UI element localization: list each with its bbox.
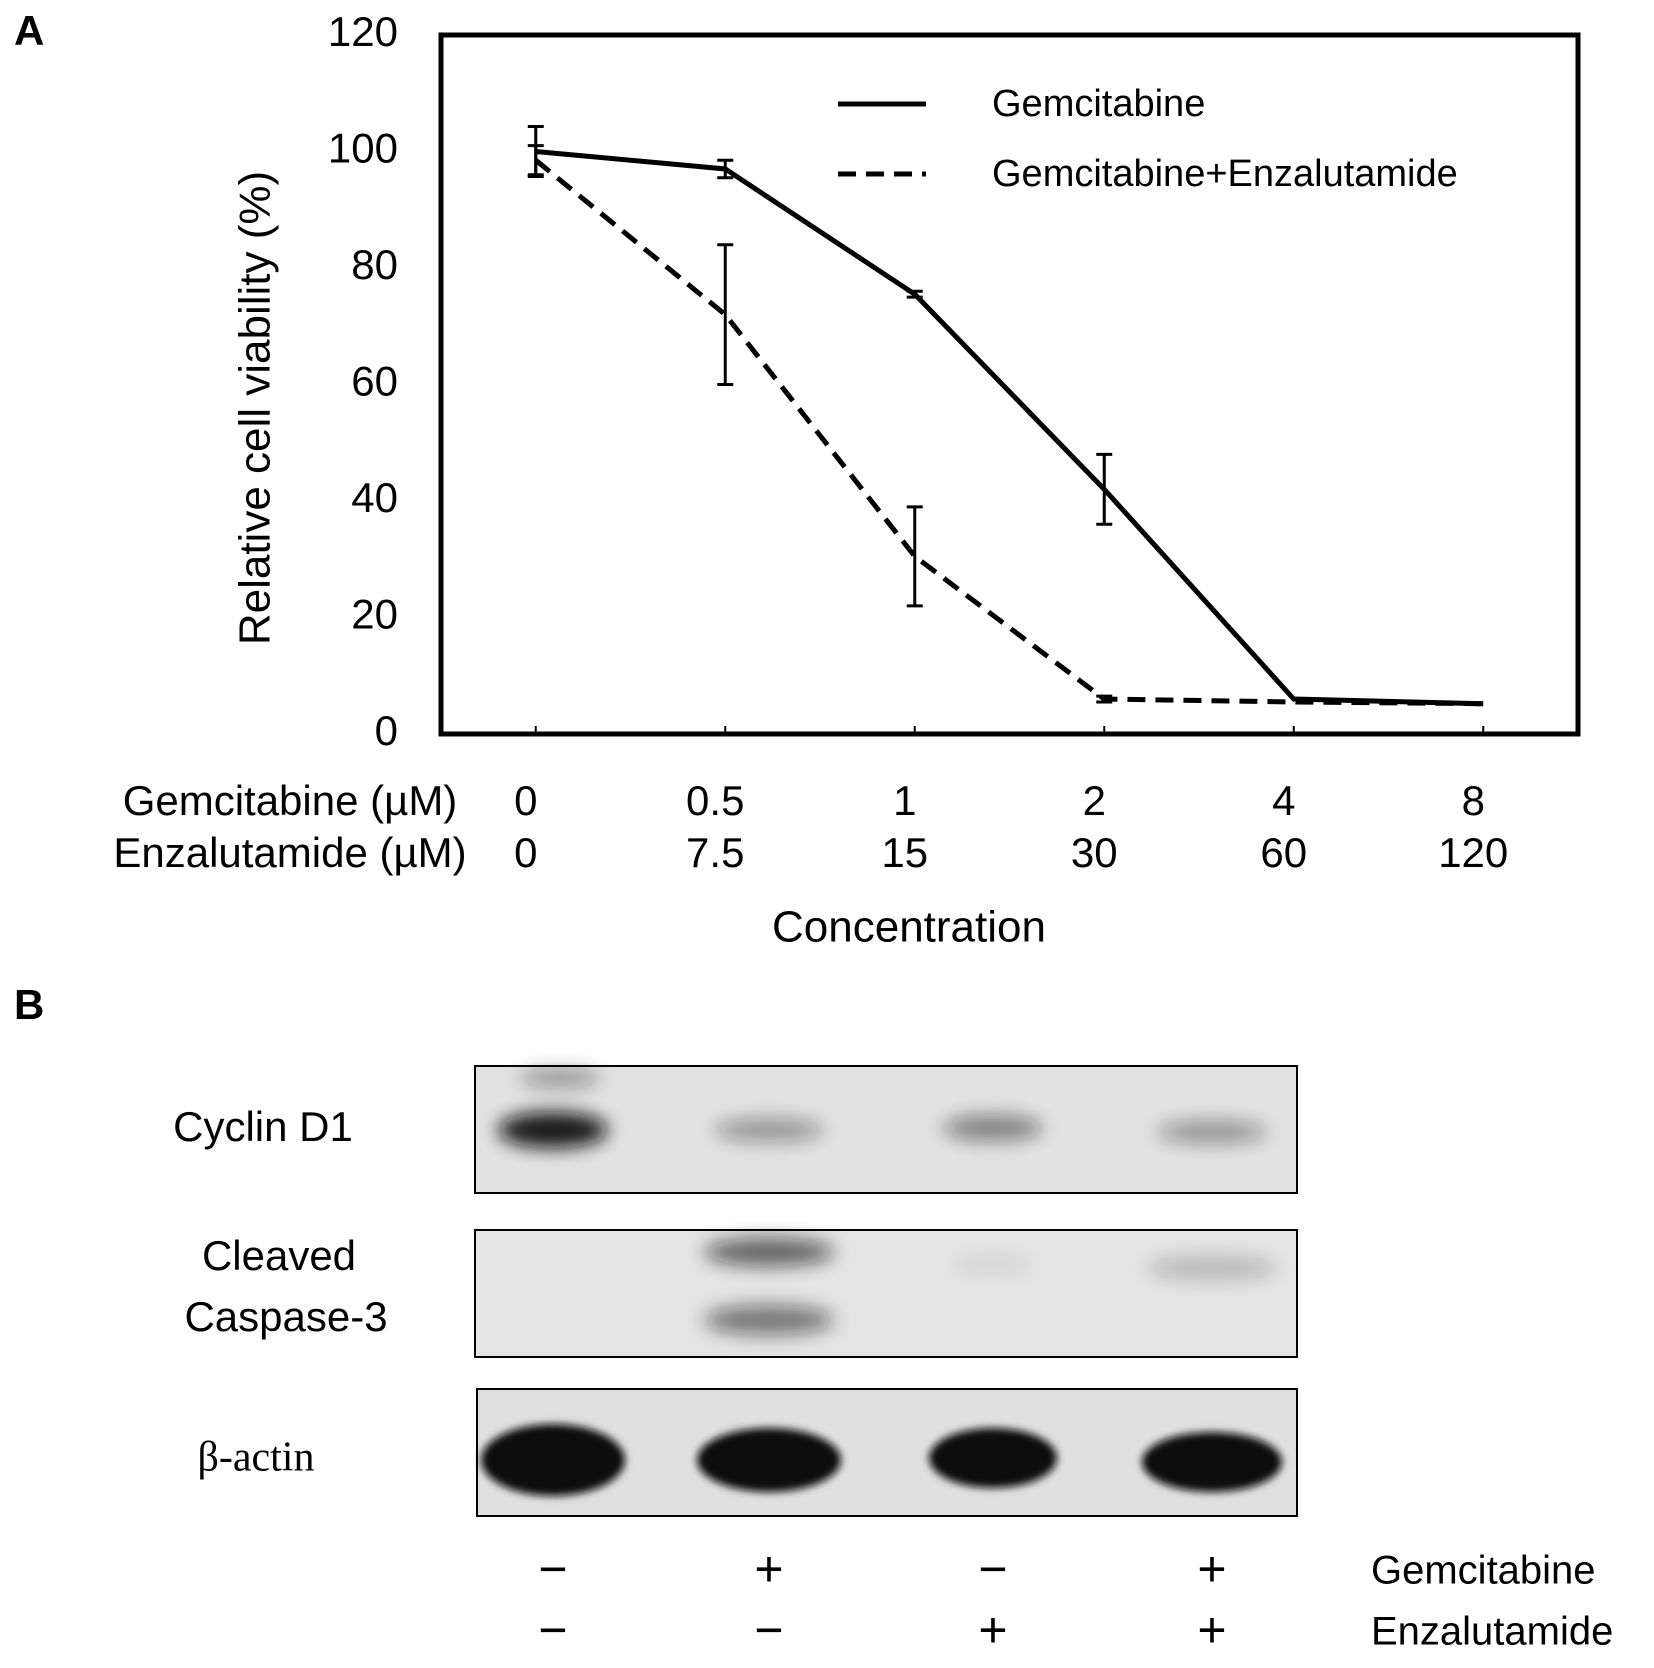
treatment-sign: −: [538, 1602, 567, 1658]
blot-background: [475, 1230, 1297, 1357]
x-tick-label: 0: [514, 777, 537, 824]
blot-band: [498, 1112, 608, 1148]
blot-row-label: Cleaved: [202, 1232, 356, 1279]
x-tick-label: 7.5: [686, 829, 744, 876]
error-bar: [1096, 694, 1113, 704]
blot-frame: [474, 1065, 1298, 1194]
error-bar: [906, 505, 923, 608]
blot-band: [1157, 1120, 1267, 1144]
y-tick-label: 0: [375, 707, 398, 754]
x-tick-label: 30: [1071, 829, 1118, 876]
treatment-name: Gemcitabine: [1371, 1549, 1596, 1593]
blot-band: [953, 1257, 1033, 1273]
y-tick-label: 120: [328, 8, 398, 55]
x-tick-label: 60: [1260, 829, 1307, 876]
error-bar: [906, 289, 923, 299]
blot-row-label: Caspase-3: [184, 1293, 387, 1340]
y-tick-label: 20: [351, 591, 398, 638]
panel-label: B: [14, 981, 44, 1028]
treatment-sign: +: [1197, 1602, 1226, 1658]
y-tick-label: 100: [328, 125, 398, 172]
x-row-label: Gemcitabine (µM): [123, 777, 458, 824]
plot-frame: [438, 32, 1581, 737]
blot-band: [929, 1428, 1057, 1488]
blot-band: [697, 1428, 841, 1492]
panel-label: A: [14, 7, 44, 54]
x-tick-label: 120: [1438, 829, 1508, 876]
blot-band: [704, 1305, 834, 1335]
series-line: [534, 158, 1484, 707]
blot-band: [520, 1068, 600, 1088]
blot-band: [704, 1238, 834, 1266]
error-bar: [527, 144, 544, 177]
blot-band: [481, 1424, 625, 1496]
treatment-sign: −: [538, 1541, 567, 1597]
x-tick-label: 1: [893, 777, 916, 824]
x-tick-label: 15: [881, 829, 928, 876]
blot-frame: [474, 1229, 1298, 1358]
blot-band: [714, 1118, 824, 1142]
x-row-label: Enzalutamide (µM): [113, 829, 466, 876]
blot-band: [943, 1115, 1043, 1141]
treatment-sign: +: [1197, 1541, 1226, 1597]
y-tick-label: 80: [351, 241, 398, 288]
blot-row-label: β-actin: [198, 1435, 315, 1481]
treatment-sign: −: [978, 1541, 1007, 1597]
series-line: [535, 149, 1484, 707]
blot-band: [1147, 1256, 1277, 1280]
x-tick-label: 4: [1272, 777, 1295, 824]
treatment-sign: +: [754, 1541, 783, 1597]
blot-band: [1142, 1432, 1282, 1492]
error-bar: [717, 243, 734, 386]
error-bar: [717, 158, 734, 180]
blot-frame: [476, 1388, 1298, 1517]
treatment-sign: +: [978, 1602, 1007, 1658]
legend-label: Gemcitabine+Enzalutamide: [992, 153, 1458, 195]
x-tick-label: 0: [514, 829, 537, 876]
y-axis-title: Relative cell viability (%): [231, 171, 280, 645]
legend-label: Gemcitabine: [992, 83, 1205, 125]
x-tick-label: 0.5: [686, 777, 744, 824]
y-tick-label: 60: [351, 358, 398, 405]
x-tick-label: 8: [1462, 777, 1485, 824]
blot-row-label: Cyclin D1: [173, 1103, 353, 1150]
x-axis-title: Concentration: [772, 903, 1046, 952]
treatment-sign: −: [754, 1602, 783, 1658]
treatment-name: Enzalutamide: [1371, 1610, 1613, 1654]
error-bar: [1096, 452, 1113, 526]
y-tick-label: 40: [351, 474, 398, 521]
x-tick-label: 2: [1083, 777, 1106, 824]
